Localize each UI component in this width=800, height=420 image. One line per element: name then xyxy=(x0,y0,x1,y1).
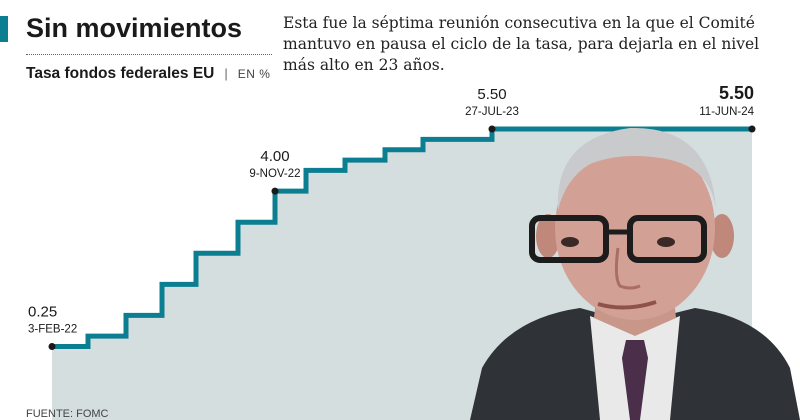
annotations-group: 0.25 3-FEB-22 4.00 9-NOV-22 5.50 27-JUL-23 5.5… xyxy=(28,83,755,336)
annotation-value: 4.00 xyxy=(260,148,289,165)
annotation-value: 5.50 xyxy=(719,83,754,103)
annotation-value: 0.25 xyxy=(28,304,57,321)
annotation-date: 3-FEB-22 xyxy=(28,324,77,336)
unit-label: EN % xyxy=(237,67,271,81)
marker-point xyxy=(48,343,56,350)
annotation-date: 11-JUN-24 xyxy=(699,106,754,118)
annotation-date: 9-NOV-22 xyxy=(249,168,300,180)
axis-label-row: Tasa fondos federales EU | EN % xyxy=(26,65,270,83)
marker-point xyxy=(748,125,756,133)
source-note: FUENTE: FOMC xyxy=(26,408,109,420)
person-portrait-icon xyxy=(470,127,800,420)
annotation-date: 27-JUL-23 xyxy=(465,106,519,118)
marker-point xyxy=(488,125,496,133)
marker-point xyxy=(271,187,279,195)
title-divider xyxy=(26,54,272,55)
chart-subtitle: Esta fue la séptima reunión consecutiva … xyxy=(283,14,760,74)
unit-separator: | xyxy=(224,66,228,81)
markers-group xyxy=(48,125,756,350)
rate-step-line xyxy=(52,126,752,349)
accent-bar xyxy=(0,16,8,42)
y-axis-label: Tasa fondos federales EU xyxy=(26,65,215,82)
chart-title: Sin movimientos xyxy=(26,13,243,43)
annotation-value: 5.50 xyxy=(477,86,506,103)
